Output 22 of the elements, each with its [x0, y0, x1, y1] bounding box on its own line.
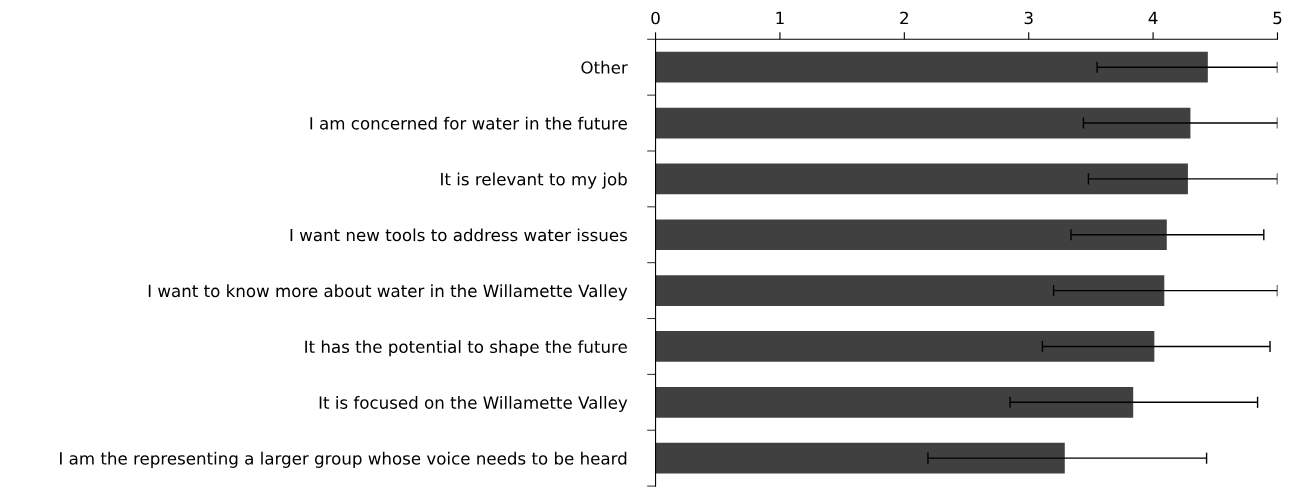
- x-tick-label: 4: [1148, 11, 1158, 25]
- x-tick-label: 0: [651, 11, 660, 25]
- bar: [655, 331, 1155, 362]
- bar: [655, 107, 1191, 139]
- y-tick-label: I am concerned for water in the future: [310, 116, 627, 130]
- y-tick-label: I want to know more about water in the Willamette Valley: [148, 284, 628, 301]
- bar: [655, 51, 1208, 83]
- y-tick-label: I want new tools to address water issues: [290, 228, 627, 242]
- y-tick-label: It has the potential to shape the future: [305, 340, 627, 357]
- bar: [655, 219, 1167, 251]
- bar: [655, 163, 1188, 195]
- y-tick-label: It is focused on the Willamette Valley: [319, 395, 628, 413]
- x-tick-label: 3: [1024, 11, 1033, 25]
- y-tick-label: Other: [581, 60, 628, 74]
- bar: [655, 386, 1134, 418]
- x-tick-label: 2: [900, 11, 908, 25]
- bar: [655, 275, 1165, 306]
- y-tick-label: I am the representing a larger group whose voice needs to be heard: [60, 451, 627, 468]
- x-tick-label: 1: [776, 11, 784, 25]
- y-tick-label: It is relevant to my job: [441, 172, 627, 189]
- bar: [655, 442, 1065, 474]
- x-tick-label: 5: [1273, 11, 1282, 25]
